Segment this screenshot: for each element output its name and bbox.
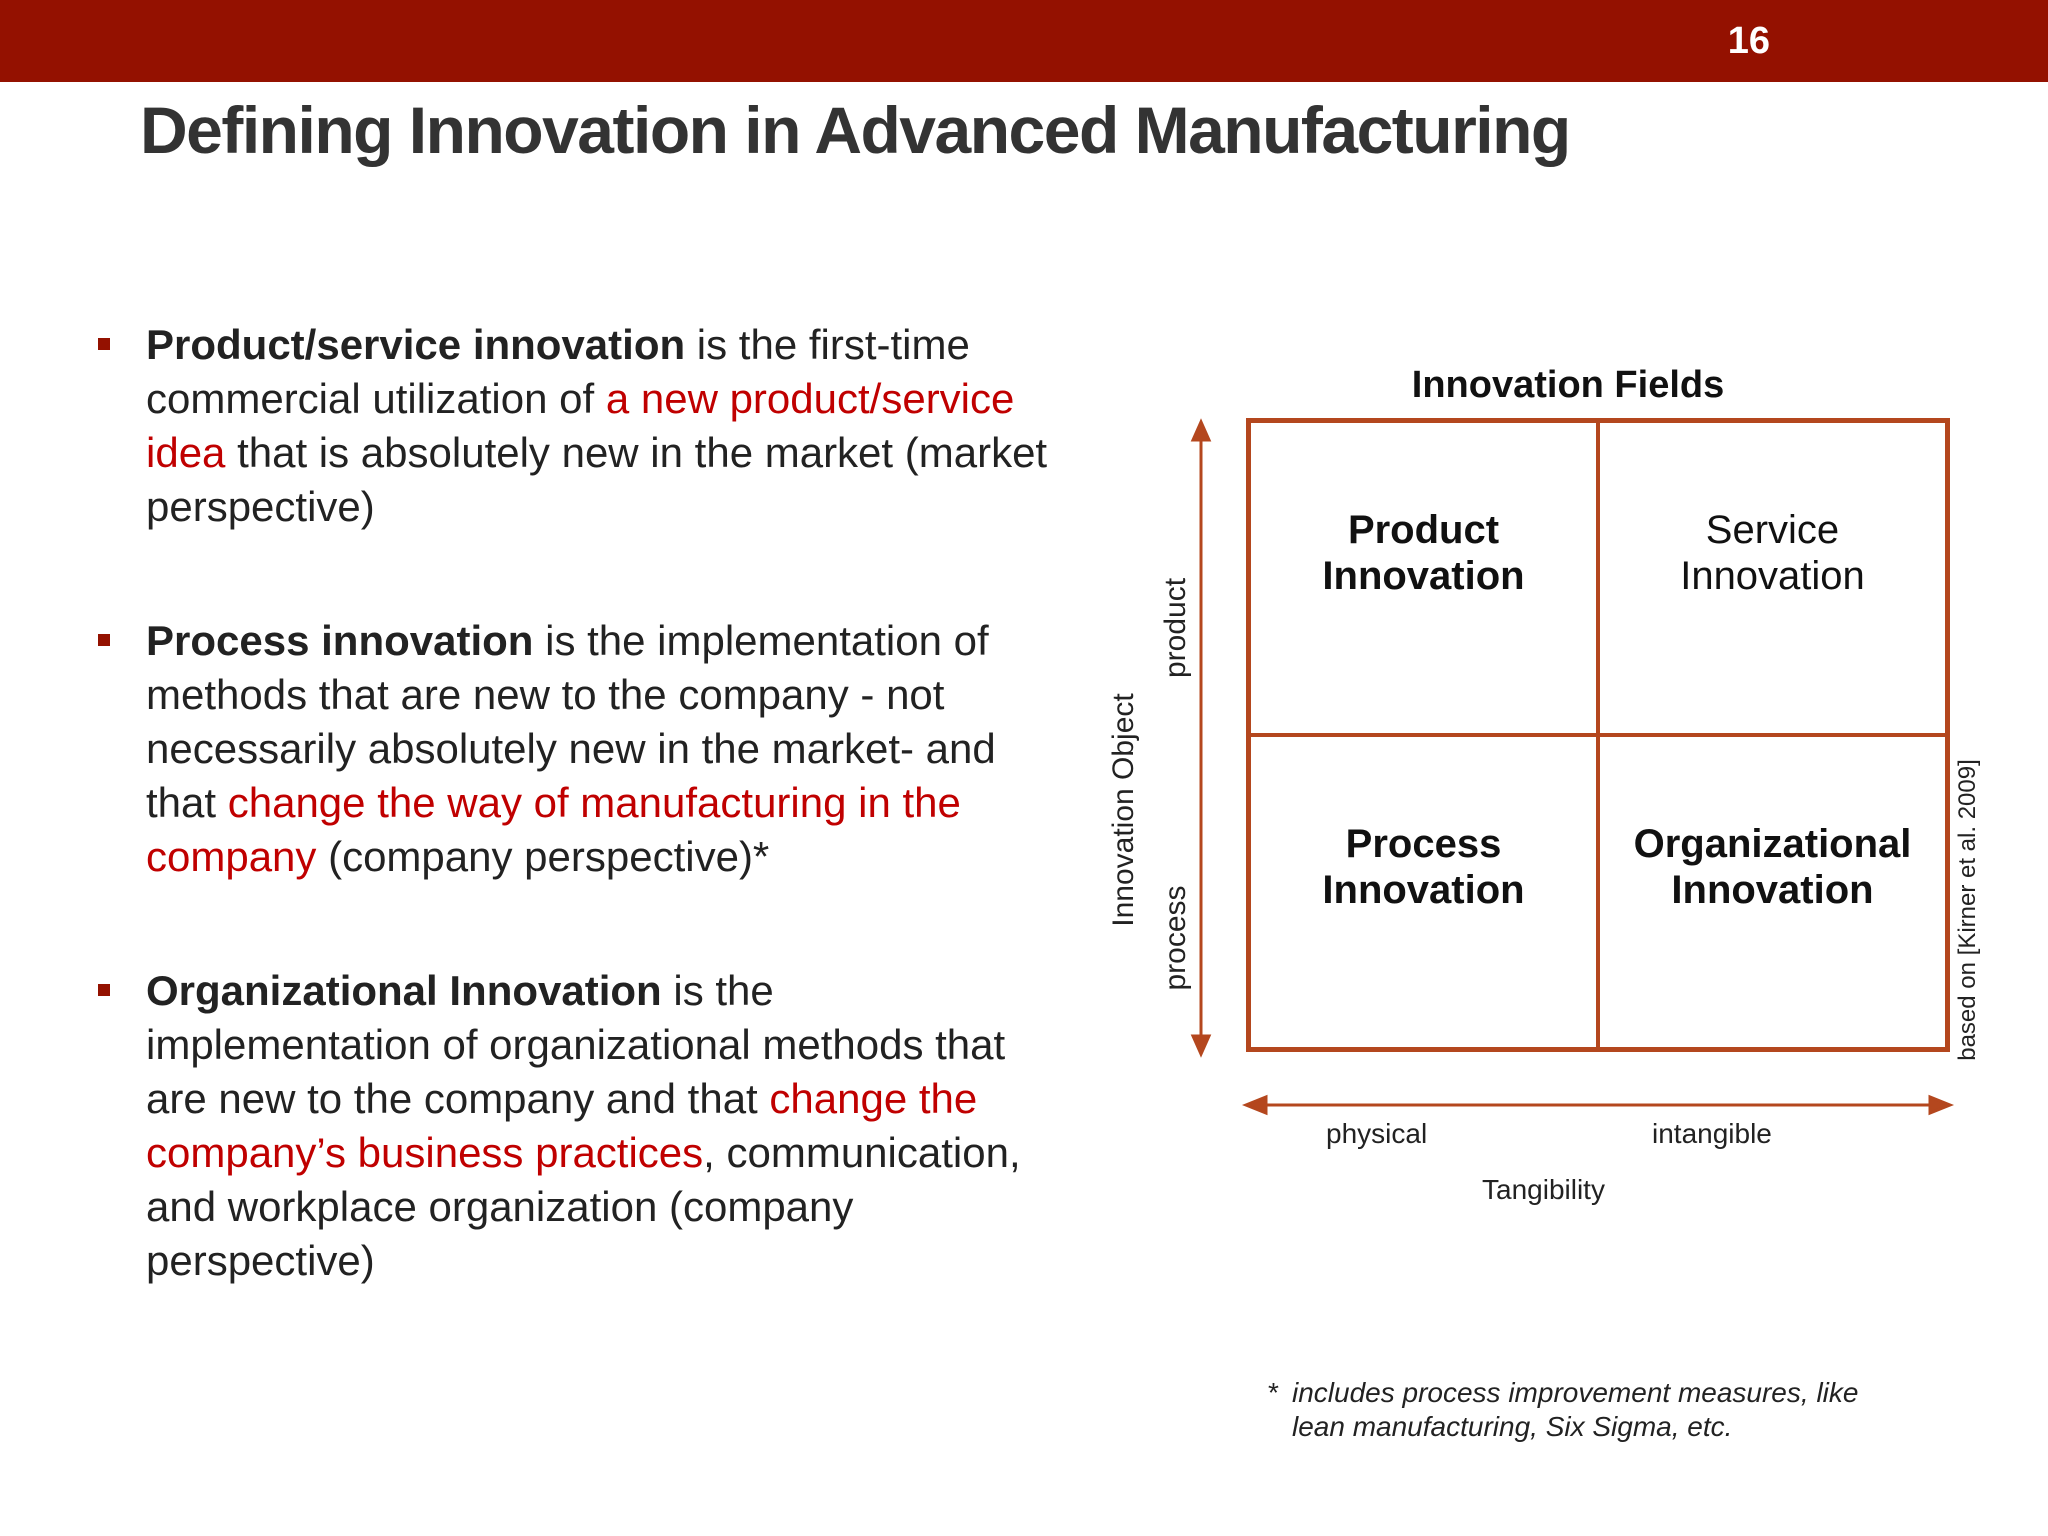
- y-axis-top-label: product: [1159, 577, 1192, 679]
- cell-line: Product: [1347, 508, 1500, 552]
- x-axis-left-label: physical: [1326, 1118, 1428, 1149]
- bullet-text: , communication, and workplace organizat…: [146, 1129, 1021, 1284]
- footnote-text: includes process improvement measures, l…: [1292, 1377, 1859, 1442]
- cell-line: Process: [1345, 822, 1502, 866]
- bullet-text: is the implementation of methods that ar…: [146, 617, 996, 826]
- header-bar: 16: [0, 0, 2048, 82]
- cell-line: Innovation: [1322, 868, 1525, 912]
- bullet-highlight: change the company’s business practices: [146, 1075, 978, 1176]
- bullet-lead: Process innovation: [146, 617, 534, 664]
- y-axis-bottom-label: process: [1159, 885, 1192, 991]
- source-citation: based on [Kirner et al. 2009]: [1954, 759, 1981, 1061]
- innovation-fields-matrix: Product Innovation Service Innovation Pr…: [1246, 418, 1950, 1052]
- cell-service-innovation: Service Innovation: [1598, 423, 1945, 735]
- slide-number: 16: [1727, 20, 1770, 62]
- bullet-highlight: change the way of manufacturing in the c…: [146, 779, 961, 880]
- y-axis-arrow-head-down: [1190, 1034, 1212, 1058]
- bullet-text: is the first-time commercial utilization…: [146, 321, 970, 422]
- footnote: * includes process improvement measures,…: [1268, 1376, 1908, 1444]
- bullet-marker: [98, 634, 110, 646]
- bullet-lead: Product/service innovation: [146, 321, 686, 368]
- x-axis-arrow-head-right: [1928, 1094, 1955, 1116]
- bullet-marker: [98, 984, 110, 996]
- x-axis-label: Tangibility: [1482, 1174, 1605, 1205]
- cell-organizational-innovation: Organizational Innovation: [1598, 735, 1945, 1047]
- slide-title: Defining Innovation in Advanced Manufact…: [140, 93, 1571, 167]
- bullet-process-innovation: Process innovation is the implementation…: [96, 614, 1056, 884]
- bullet-text: that is absolutely new in the market (ma…: [146, 429, 1048, 530]
- cell-product-innovation: Product Innovation: [1251, 423, 1598, 735]
- footnote-marker: *: [1268, 1377, 1279, 1408]
- bullet-highlight: a new product/service idea: [146, 375, 1015, 476]
- bullet-organizational-innovation: Organizational Innovation is the impleme…: [96, 964, 1056, 1288]
- cell-line: Innovation: [1680, 554, 1865, 598]
- cell-line: Organizational: [1633, 822, 1912, 866]
- x-axis-arrow-head-left: [1241, 1094, 1268, 1116]
- bullet-product-service-innovation: Product/service innovation is the first-…: [96, 318, 1056, 534]
- cell-line: Innovation: [1671, 868, 1874, 912]
- x-axis-right-label: intangible: [1652, 1118, 1772, 1149]
- bullet-lead: Organizational Innovation: [146, 967, 662, 1014]
- bullet-text: (company perspective)*: [316, 833, 770, 880]
- cell-line: Innovation: [1322, 554, 1525, 598]
- matrix-title: Innovation Fields: [1411, 364, 1725, 406]
- bullet-marker: [98, 338, 110, 350]
- cell-process-innovation: Process Innovation: [1251, 735, 1598, 1047]
- bullet-list: Product/service innovation is the first-…: [96, 318, 1056, 1288]
- cell-line: Service: [1705, 508, 1840, 552]
- bullet-text: is the implementation of organizational …: [146, 967, 1006, 1122]
- y-axis-label: Innovation Object: [1107, 693, 1140, 927]
- y-axis-arrow-head-up: [1190, 418, 1212, 442]
